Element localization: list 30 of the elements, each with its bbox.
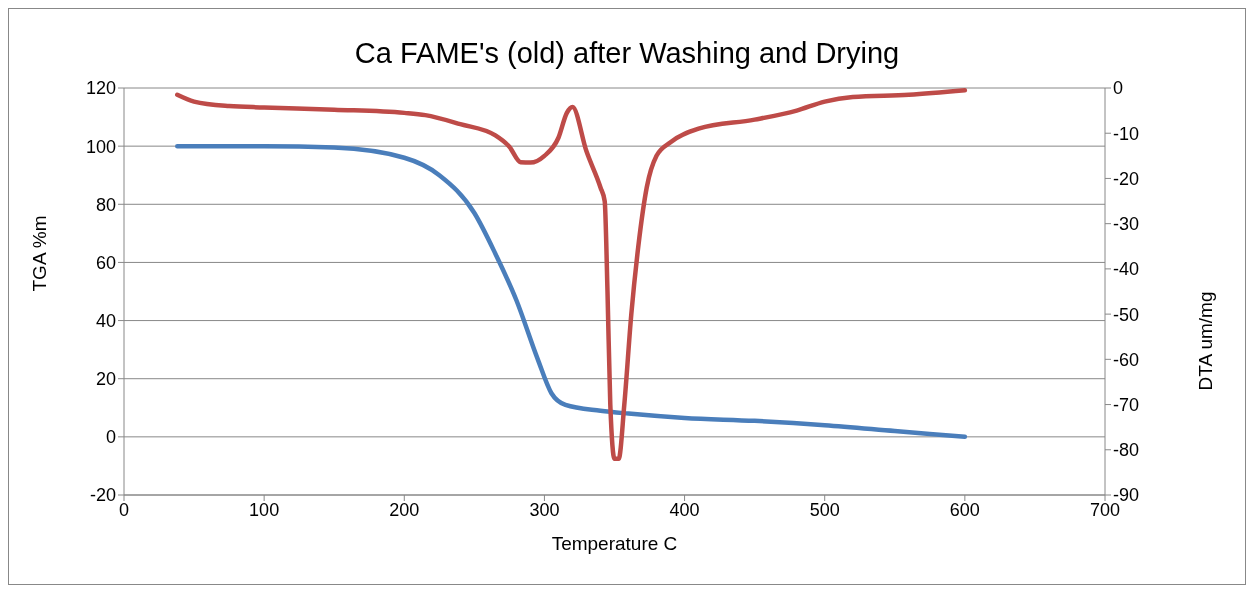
y-tick-label: 40 xyxy=(95,310,116,331)
x-tick-label: 0 xyxy=(118,499,130,520)
y2-tick-label: -10 xyxy=(1113,123,1140,144)
y-tick-label: 100 xyxy=(85,136,116,157)
y-tick-label: 80 xyxy=(95,194,116,215)
y2-tick-label: -80 xyxy=(1113,440,1140,461)
y2-tick-label: -30 xyxy=(1113,214,1140,235)
chart-title: Ca FAME's (old) after Washing and Drying xyxy=(353,37,901,70)
y2-tick-label: -70 xyxy=(1113,394,1140,415)
y-axis-title: TGA %m xyxy=(28,215,50,292)
x-axis-title: Temperature C xyxy=(551,533,678,554)
x-tick-label: 300 xyxy=(529,499,560,520)
y2-axis-title: DTA um/mg xyxy=(1194,291,1216,391)
y2-tick-label: -50 xyxy=(1113,304,1140,325)
x-tick-label: 400 xyxy=(669,499,700,520)
y2-tick-label: -60 xyxy=(1113,349,1140,370)
y-tick-label: 60 xyxy=(95,252,116,273)
x-tick-label: 100 xyxy=(249,499,280,520)
x-tick-label: 500 xyxy=(809,499,840,520)
y-tick-label: -20 xyxy=(89,485,116,506)
y2-tick-label: 0 xyxy=(1113,78,1124,99)
line-series xyxy=(175,88,968,462)
x-tick-label: 600 xyxy=(949,499,980,520)
line-series xyxy=(175,143,968,440)
y2-tick-label: -20 xyxy=(1113,168,1140,189)
y-tick-label: 120 xyxy=(85,78,116,99)
y2-tick-label: -40 xyxy=(1113,259,1140,280)
y-tick-label: 20 xyxy=(95,369,116,390)
y-tick-label: 0 xyxy=(105,427,116,448)
x-tick-label: 200 xyxy=(389,499,420,520)
